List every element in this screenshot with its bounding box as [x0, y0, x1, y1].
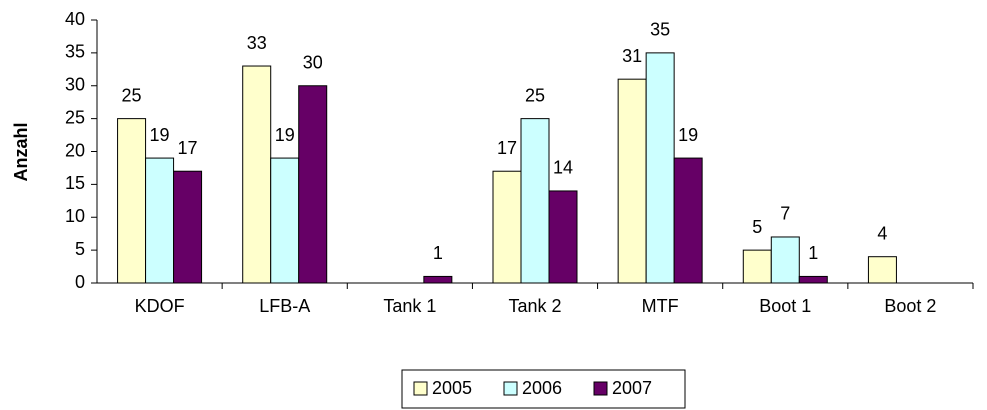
bar [867, 256, 897, 284]
bar [173, 170, 203, 284]
data-label: 14 [553, 158, 573, 178]
bar [117, 118, 147, 284]
legend-swatch [503, 381, 518, 396]
legend-label: 2005 [432, 378, 472, 398]
legend-swatch [413, 381, 428, 396]
data-label: 30 [303, 53, 323, 73]
data-label: 17 [497, 138, 517, 158]
legend-label: 2007 [612, 378, 652, 398]
y-axis-label: Anzahl [11, 122, 31, 181]
data-label: 19 [275, 125, 295, 145]
bar [242, 65, 272, 284]
y-tick-label: 35 [65, 42, 85, 62]
x-tick-label: Boot 2 [884, 296, 936, 316]
data-label: 31 [622, 46, 642, 66]
data-label: 17 [178, 138, 198, 158]
bar [798, 275, 828, 284]
bar [520, 118, 550, 284]
x-tick-label: Tank 1 [383, 296, 436, 316]
data-label: 33 [247, 33, 267, 53]
y-tick-label: 0 [75, 272, 85, 292]
x-tick-label: MTF [642, 296, 679, 316]
data-label: 4 [877, 223, 887, 243]
bar [645, 52, 675, 284]
y-tick-label: 40 [65, 9, 85, 29]
y-tick-label: 10 [65, 206, 85, 226]
legend-swatch [593, 381, 608, 396]
data-label: 7 [780, 204, 790, 224]
bar [673, 157, 703, 284]
data-label: 5 [752, 217, 762, 237]
bar [617, 78, 647, 284]
y-tick-label: 25 [65, 107, 85, 127]
y-tick-label: 30 [65, 75, 85, 95]
bar [298, 85, 328, 284]
data-label: 19 [150, 125, 170, 145]
legend-label: 2006 [522, 378, 562, 398]
y-tick-label: 15 [65, 173, 85, 193]
data-label: 25 [525, 85, 545, 105]
x-tick-label: Boot 1 [759, 296, 811, 316]
y-tick-label: 5 [75, 239, 85, 259]
data-label: 25 [122, 85, 142, 105]
bar [492, 170, 522, 284]
bar [548, 190, 578, 284]
data-label: 1 [433, 243, 443, 263]
data-label: 1 [808, 243, 818, 263]
x-tick-label: LFB-A [259, 296, 310, 316]
bar [770, 236, 800, 284]
data-label: 19 [678, 125, 698, 145]
bar [270, 157, 300, 284]
data-label: 35 [650, 20, 670, 40]
bar [742, 249, 772, 284]
y-tick-label: 20 [65, 140, 85, 160]
bar [423, 275, 453, 284]
x-tick-label: Tank 2 [508, 296, 561, 316]
x-tick-label: KDOF [135, 296, 185, 316]
bar [145, 157, 175, 284]
legend-box [401, 369, 686, 409]
